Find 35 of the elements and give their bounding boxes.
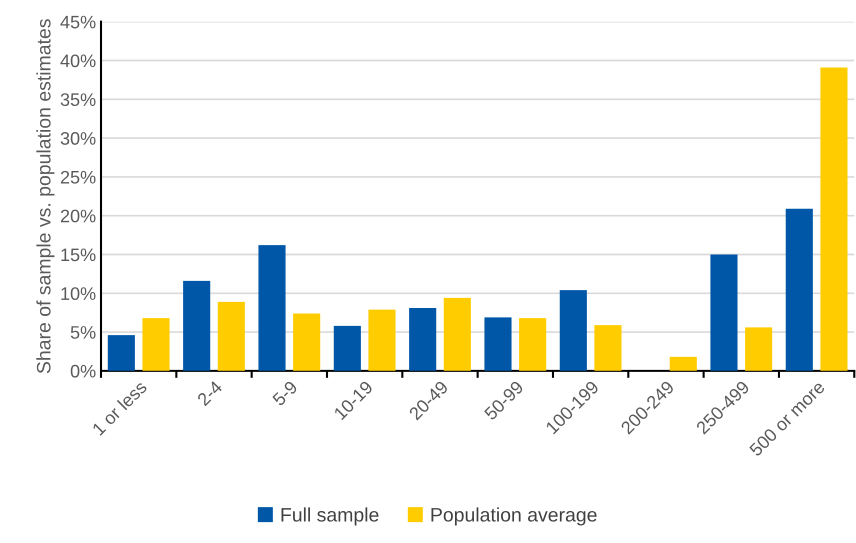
y-tick-label: 45%	[60, 16, 96, 28]
y-tick-label: 25%	[60, 170, 96, 184]
bar	[409, 308, 436, 371]
bar	[444, 298, 471, 371]
bar	[218, 302, 245, 371]
bar	[484, 317, 512, 371]
y-tick-label: 35%	[60, 93, 96, 106]
x-tick-label: 2-4	[196, 380, 223, 406]
y-tick-label: 5%	[70, 326, 96, 339]
bar	[183, 280, 210, 371]
y-tick-label: 15%	[61, 248, 96, 262]
bar	[293, 313, 320, 371]
bar	[745, 327, 772, 371]
bar	[142, 318, 170, 371]
x-tick-label: 1 or less	[91, 380, 148, 436]
x-tick-label: 5-9	[272, 380, 298, 407]
bar	[594, 325, 622, 371]
bar	[820, 67, 848, 371]
y-tick-label: 20%	[60, 210, 96, 222]
bar	[519, 318, 546, 371]
bar	[670, 356, 697, 371]
legend-label: Full sample	[282, 507, 378, 526]
y-tick-label: 40%	[60, 54, 96, 68]
bar	[710, 254, 738, 371]
bar	[560, 290, 587, 371]
y-tick-label: 10%	[61, 287, 96, 300]
bar	[786, 208, 813, 371]
y-axis-title: Share of sample vs. population estimates	[36, 19, 54, 374]
bar	[258, 245, 286, 371]
y-tick-label: 0%	[70, 364, 96, 378]
y-tick-label: 30%	[60, 132, 96, 145]
bar	[334, 326, 361, 371]
legend-label: Population average	[431, 507, 597, 526]
bar	[108, 335, 135, 371]
bar	[368, 310, 396, 371]
